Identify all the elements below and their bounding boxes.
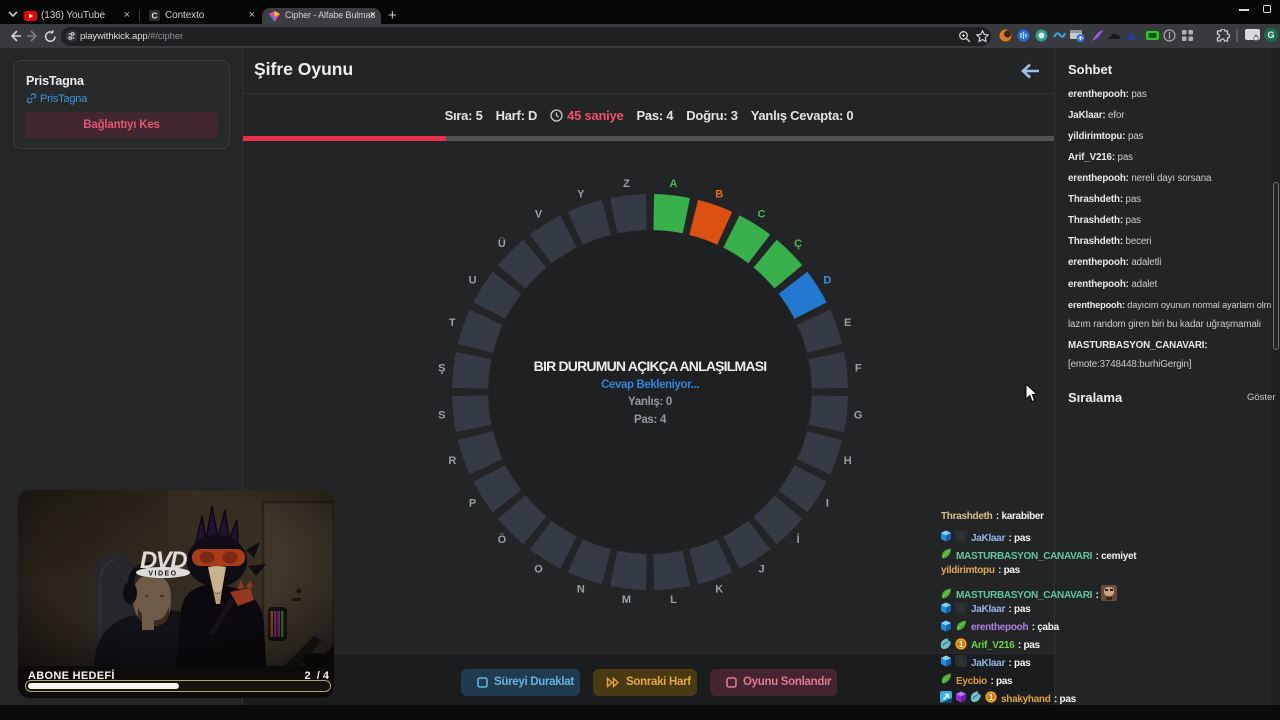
svg-text:Y: Y	[577, 188, 585, 200]
svg-text:K: K	[715, 584, 723, 596]
svg-text:Z: Z	[623, 178, 630, 190]
svg-text:Ç: Ç	[794, 238, 802, 250]
svg-text:J: J	[758, 563, 764, 575]
svg-text:I: I	[826, 498, 829, 510]
svg-text:M: M	[622, 594, 631, 606]
svg-text:V: V	[535, 209, 543, 221]
svg-text:N: N	[577, 584, 585, 596]
svg-text:T: T	[449, 317, 456, 329]
svg-text:D: D	[823, 275, 831, 287]
svg-text:H: H	[844, 455, 852, 467]
svg-text:1: 1	[989, 693, 994, 702]
svg-text:VIDEO: VIDEO	[148, 571, 177, 578]
svg-text:İ: İ	[797, 533, 800, 546]
svg-text:1: 1	[959, 639, 964, 648]
svg-text:P: P	[469, 498, 476, 510]
svg-text:O: O	[534, 563, 543, 575]
svg-text:L: L	[670, 594, 677, 606]
svg-text:C: C	[151, 11, 157, 21]
svg-text:B: B	[715, 188, 723, 200]
svg-text:U: U	[469, 275, 477, 287]
svg-text:A: A	[670, 178, 678, 190]
svg-text:R: R	[448, 455, 456, 467]
svg-text:Ö: Ö	[498, 533, 507, 546]
svg-text:C: C	[758, 209, 766, 221]
svg-text:Ü: Ü	[498, 237, 506, 250]
svg-text:E: E	[844, 317, 851, 329]
